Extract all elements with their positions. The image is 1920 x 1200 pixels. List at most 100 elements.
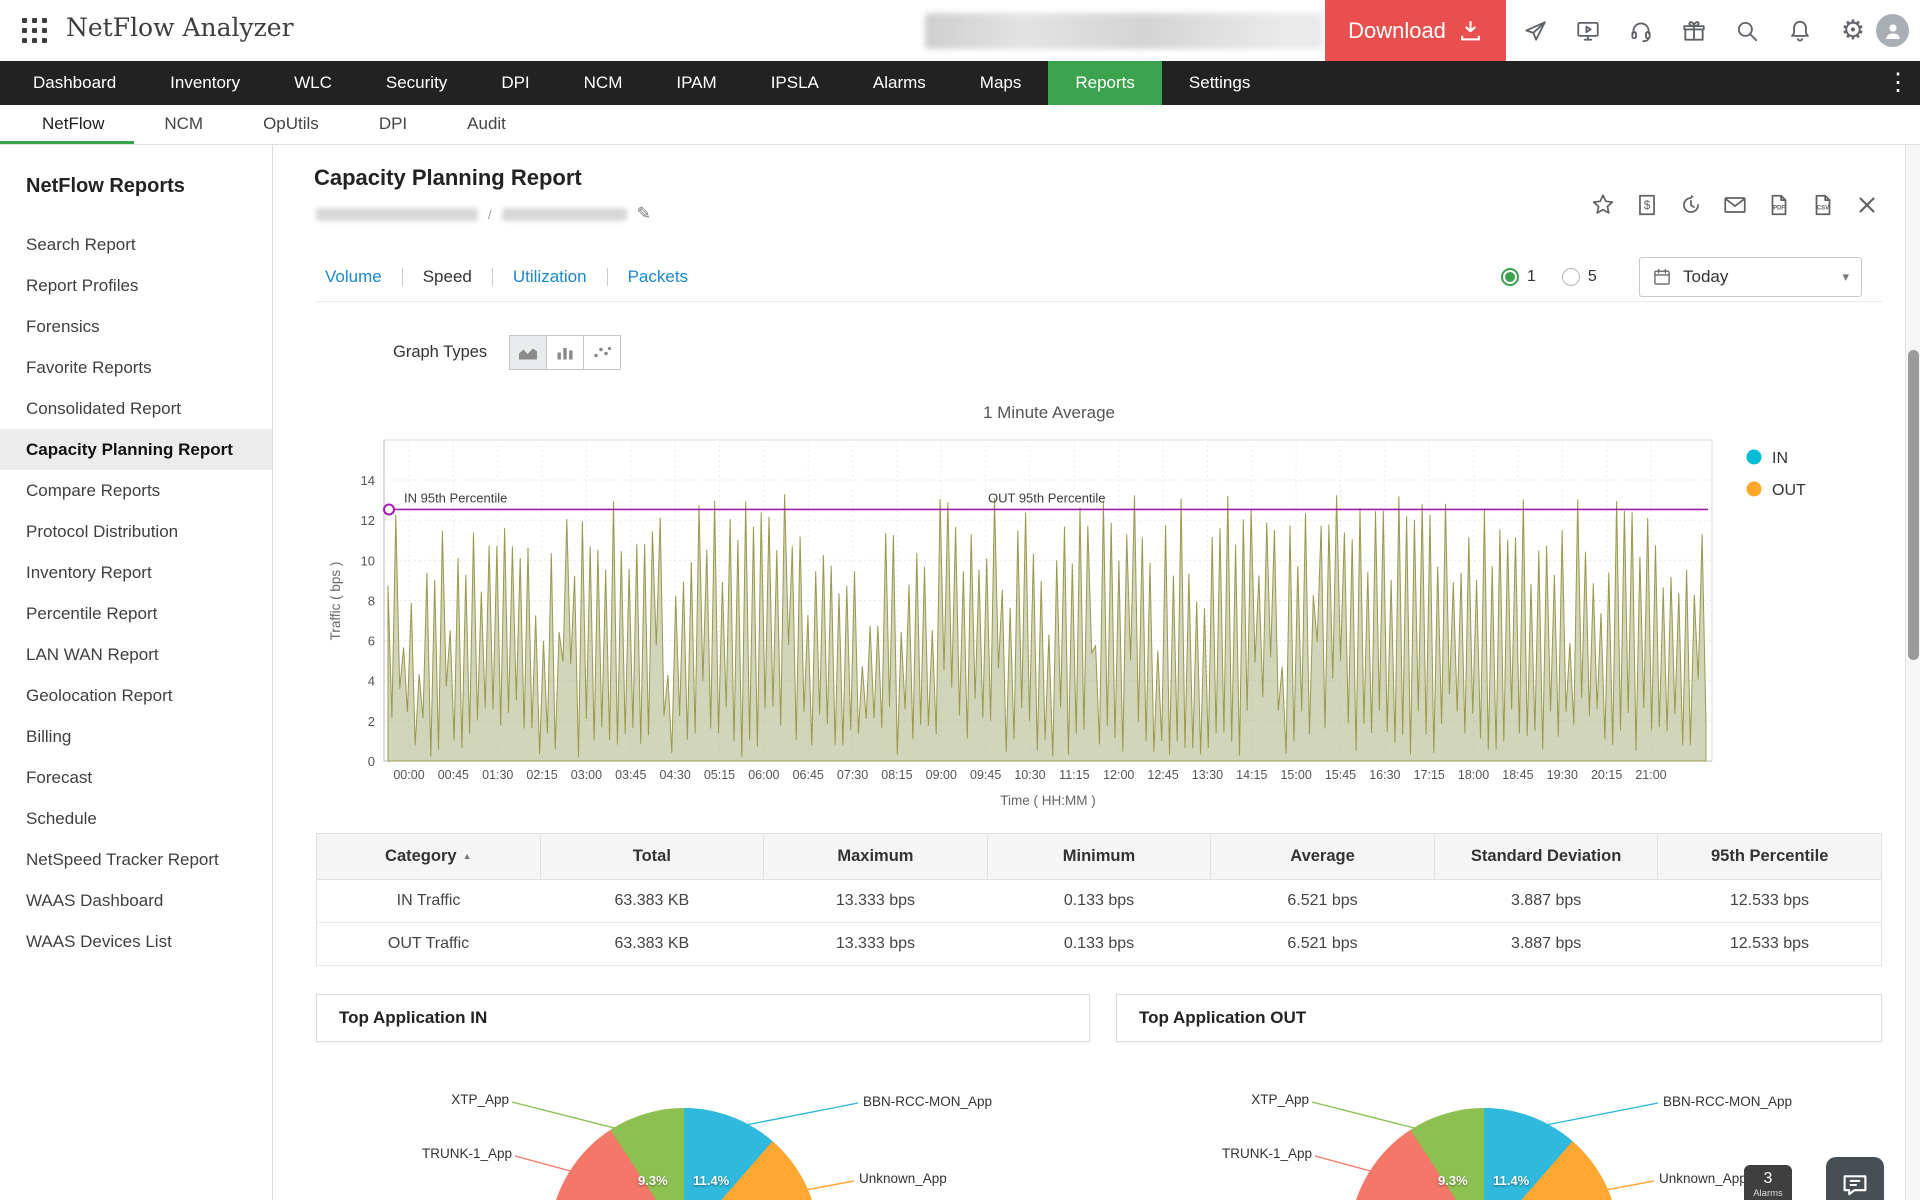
sidebar-item-billing[interactable]: Billing <box>26 727 72 746</box>
y-tick-label: 12 <box>361 513 375 528</box>
nav-item-settings[interactable]: Settings <box>1188 73 1251 92</box>
sidebar-item-percentile-report[interactable]: Percentile Report <box>26 604 158 623</box>
legend-swatch-out[interactable] <box>1746 481 1762 497</box>
sidebar-item-netspeed-tracker-report[interactable]: NetSpeed Tracker Report <box>26 850 219 869</box>
support-chat-button[interactable] <box>1826 1157 1884 1200</box>
settings-gear-icon[interactable]: ⚙ <box>1840 14 1866 46</box>
subnav-item-netflow[interactable]: NetFlow <box>0 105 135 144</box>
nav-item-dpi[interactable]: DPI <box>501 73 530 92</box>
column-header-maximum[interactable]: Maximum <box>763 833 988 880</box>
legend-label-out[interactable]: OUT <box>1772 482 1806 499</box>
sidebar-item-search-report[interactable]: Search Report <box>26 235 136 254</box>
export-csv-icon[interactable]: CSV <box>1809 191 1836 218</box>
report-tab-volume[interactable]: Volume <box>325 267 382 286</box>
x-tick-label: 02:15 <box>526 768 557 782</box>
radio-selected-icon <box>1501 268 1519 286</box>
y-tick-label: 14 <box>361 473 375 488</box>
nav-item-ncm[interactable]: NCM <box>583 73 623 92</box>
legend-swatch-in[interactable] <box>1746 449 1762 465</box>
graph-type-bar-button[interactable] <box>546 335 585 370</box>
alarms-widget[interactable]: 3 Alarms <box>1744 1165 1792 1200</box>
sidebar-item-consolidated-report[interactable]: Consolidated Report <box>26 399 181 418</box>
traffic-stats-table: Category ▲ Total Maximum Minimum Average Stand… <box>316 833 1882 966</box>
x-axis-title: Time ( HH:MM ) <box>1000 793 1095 808</box>
export-pdf-icon[interactable]: PDF <box>1765 191 1792 218</box>
rocket-icon[interactable] <box>1522 18 1548 44</box>
interval-option-1[interactable]: 1 <box>1501 268 1536 286</box>
column-header-total[interactable]: Total <box>539 833 765 880</box>
sidebar-item-forensics[interactable]: Forensics <box>26 317 100 336</box>
x-tick-label: 18:00 <box>1458 768 1489 782</box>
report-tab-speed[interactable]: Speed <box>422 267 472 286</box>
search-icon[interactable] <box>1734 18 1760 44</box>
sidebar-item-compare-reports[interactable]: Compare Reports <box>26 481 161 500</box>
nav-item-ipsla[interactable]: IPSLA <box>770 73 819 92</box>
nav-item-dashboard[interactable]: Dashboard <box>33 73 117 92</box>
sidebar-item-waas-dashboard[interactable]: WAAS Dashboard <box>26 891 164 910</box>
history-clock-icon[interactable] <box>1677 191 1704 218</box>
x-tick-label: 00:00 <box>393 768 424 782</box>
nav-item-alarms[interactable]: Alarms <box>872 73 926 92</box>
column-header-standard-deviation[interactable]: Standard Deviation <box>1433 833 1659 880</box>
demo-screen-icon[interactable] <box>1575 18 1601 44</box>
nav-item-wlc[interactable]: WLC <box>294 73 332 92</box>
nav-item-inventory[interactable]: Inventory <box>170 73 241 92</box>
favorite-star-icon[interactable] <box>1589 191 1616 218</box>
report-tab-packets[interactable]: Packets <box>627 267 689 286</box>
sidebar-item-waas-devices-list[interactable]: WAAS Devices List <box>26 932 172 951</box>
table-cell: 0.133 bps <box>987 922 1211 966</box>
email-icon[interactable] <box>1721 191 1748 218</box>
percentile-marker[interactable] <box>383 503 395 516</box>
nav-item-ipam[interactable]: IPAM <box>676 73 717 92</box>
nav-item-security[interactable]: Security <box>385 73 448 92</box>
notifications-bell-icon[interactable] <box>1787 18 1813 44</box>
billing-doc-icon[interactable]: $ <box>1633 191 1660 218</box>
nav-item-maps[interactable]: Maps <box>979 73 1022 92</box>
table-cell: 13.333 bps <box>763 922 988 966</box>
x-tick-label: 04:30 <box>660 768 691 782</box>
date-range-value: Today <box>1683 267 1729 286</box>
subnav-item-oputils[interactable]: OpUtils <box>263 114 319 133</box>
global-search-input[interactable] <box>925 13 1323 49</box>
metric-tabs: Volume Speed Utilization Packets <box>316 253 688 301</box>
sidebar-item-forecast[interactable]: Forecast <box>26 768 93 787</box>
sidebar-item-report-profiles[interactable]: Report Profiles <box>26 276 139 295</box>
pie-callout-lines <box>1311 1101 1659 1195</box>
tab-separator <box>606 268 608 286</box>
column-header-95th-percentile[interactable]: 95th Percentile <box>1657 833 1882 880</box>
legend-label-in[interactable]: IN <box>1772 450 1788 467</box>
subnav-item-ncm[interactable]: NCM <box>164 114 204 133</box>
radio-unselected-icon <box>1561 268 1580 286</box>
download-button[interactable]: Download <box>1325 0 1506 61</box>
main-navigation: Dashboard Inventory WLC Security DPI NCM IPAM I… <box>0 61 1920 105</box>
graph-type-area-button[interactable] <box>509 335 548 370</box>
report-tab-utilization[interactable]: Utilization <box>512 267 587 286</box>
gift-icon[interactable] <box>1681 18 1707 44</box>
interval-label-1: 1 <box>1527 268 1536 285</box>
scrollbar-thumb[interactable] <box>1908 350 1919 660</box>
graph-type-scatter-button[interactable] <box>583 335 622 370</box>
table-cell: 12.533 bps <box>1657 922 1882 966</box>
sidebar-item-inventory-report[interactable]: Inventory Report <box>26 563 152 582</box>
edit-icon[interactable]: ✎ <box>636 204 651 223</box>
tab-separator <box>401 268 403 286</box>
sidebar-item-capacity-planning-report[interactable]: Capacity Planning Report <box>0 429 272 470</box>
column-header-average[interactable]: Average <box>1210 833 1435 880</box>
nav-item-reports[interactable]: Reports <box>1048 61 1162 105</box>
interval-option-5[interactable]: 5 <box>1561 268 1597 286</box>
subnav-item-audit[interactable]: Audit <box>467 114 506 133</box>
user-avatar-icon[interactable] <box>1876 14 1909 47</box>
date-range-picker[interactable]: Today ▾ <box>1639 257 1862 297</box>
support-headset-icon[interactable] <box>1628 18 1654 44</box>
sidebar-item-protocol-distribution[interactable]: Protocol Distribution <box>26 522 179 541</box>
sidebar-item-lan-wan-report[interactable]: LAN WAN Report <box>26 645 159 664</box>
sidebar-item-geolocation-report[interactable]: Geolocation Report <box>26 686 173 705</box>
apps-grid-icon[interactable] <box>22 18 48 44</box>
column-header-category[interactable]: Category ▲ <box>316 833 541 880</box>
close-icon[interactable] <box>1853 191 1880 218</box>
sidebar-item-favorite-reports[interactable]: Favorite Reports <box>26 358 152 377</box>
column-header-minimum[interactable]: Minimum <box>986 833 1212 880</box>
subnav-item-dpi[interactable]: DPI <box>378 114 408 133</box>
nav-overflow-menu-icon[interactable]: ⋮ <box>1886 69 1910 96</box>
sidebar-item-schedule[interactable]: Schedule <box>26 809 97 828</box>
